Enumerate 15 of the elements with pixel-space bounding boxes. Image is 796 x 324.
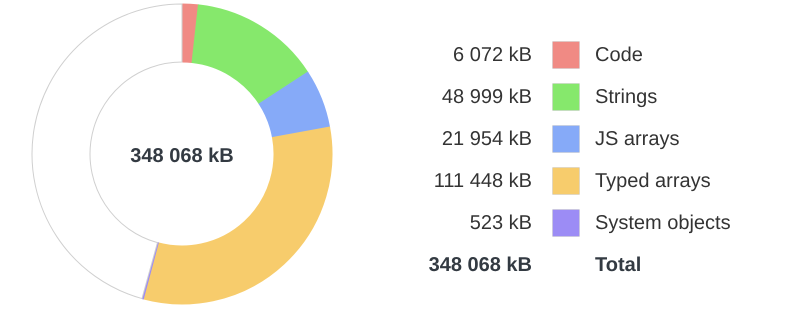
data-label: 523 kB bbox=[470, 212, 532, 234]
data-label: 48 999 kB bbox=[442, 86, 532, 108]
data-label: 6 072 kB bbox=[453, 44, 532, 66]
donut-slice bbox=[258, 72, 330, 138]
legend-label: Code bbox=[595, 44, 643, 66]
legend-label: System objects bbox=[595, 212, 731, 234]
text: Total bbox=[595, 254, 642, 276]
legend-label: JS arrays bbox=[595, 128, 680, 150]
text: 348 068 kB bbox=[130, 145, 234, 167]
donut-slice bbox=[192, 4, 308, 104]
text: 348 068 kB bbox=[428, 254, 532, 276]
data-label: 111 448 kB bbox=[434, 170, 532, 192]
legend-label: Strings bbox=[595, 86, 658, 108]
legend-label: Typed arrays bbox=[595, 170, 711, 192]
data-label: 21 954 kB bbox=[442, 128, 532, 150]
